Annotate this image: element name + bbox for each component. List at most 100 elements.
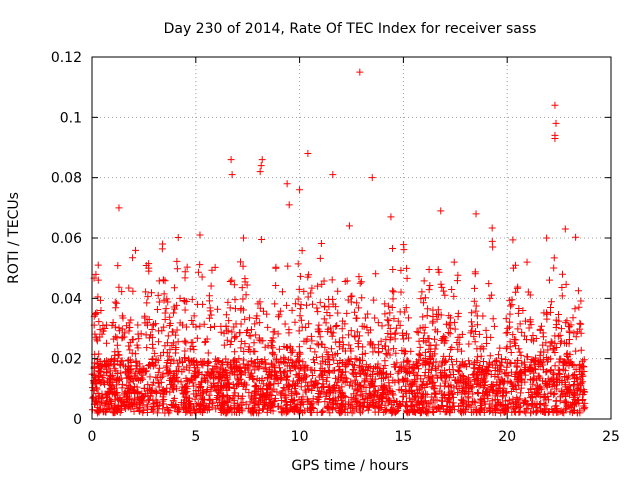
data-point bbox=[188, 295, 196, 303]
data-point bbox=[250, 376, 258, 384]
data-point bbox=[358, 367, 366, 375]
data-point bbox=[575, 303, 583, 311]
data-point bbox=[341, 278, 349, 286]
data-point-peak bbox=[258, 156, 266, 164]
axis-ticks bbox=[91, 56, 612, 420]
data-point bbox=[190, 346, 198, 354]
data-point bbox=[491, 372, 499, 380]
data-point bbox=[291, 381, 299, 389]
data-point bbox=[240, 348, 248, 356]
data-point bbox=[507, 387, 515, 395]
data-point bbox=[252, 331, 260, 339]
data-point bbox=[154, 379, 162, 387]
data-point bbox=[543, 383, 551, 391]
data-point bbox=[283, 301, 291, 309]
data-point bbox=[370, 296, 378, 304]
data-point bbox=[443, 402, 451, 410]
data-point bbox=[536, 326, 544, 334]
data-point bbox=[499, 401, 507, 409]
data-point bbox=[394, 369, 402, 377]
data-point bbox=[323, 308, 331, 316]
data-point bbox=[384, 302, 392, 310]
data-point bbox=[325, 386, 333, 394]
data-point bbox=[280, 384, 288, 392]
data-point bbox=[292, 403, 300, 411]
data-point bbox=[514, 325, 522, 333]
data-point bbox=[294, 260, 302, 268]
data-point bbox=[398, 346, 406, 354]
data-point bbox=[547, 338, 555, 346]
data-point bbox=[291, 318, 299, 326]
data-point bbox=[556, 331, 564, 339]
data-point bbox=[374, 386, 382, 394]
data-point bbox=[332, 323, 340, 331]
data-point bbox=[322, 319, 330, 327]
data-point bbox=[148, 356, 156, 364]
data-point bbox=[375, 349, 383, 357]
data-point bbox=[116, 360, 124, 368]
data-point bbox=[351, 368, 359, 376]
data-point bbox=[547, 366, 555, 374]
data-point bbox=[372, 270, 380, 278]
data-point bbox=[519, 306, 527, 314]
data-point bbox=[98, 361, 106, 369]
data-point bbox=[547, 355, 555, 363]
data-point bbox=[572, 366, 580, 374]
data-point bbox=[458, 330, 466, 338]
data-point bbox=[266, 366, 274, 374]
data-point bbox=[122, 368, 130, 376]
data-point bbox=[137, 369, 145, 377]
data-point bbox=[285, 326, 293, 334]
data-point bbox=[232, 409, 240, 417]
data-point bbox=[169, 397, 177, 405]
data-point bbox=[103, 377, 111, 385]
data-point bbox=[155, 298, 163, 306]
data-point bbox=[484, 363, 492, 371]
data-point bbox=[177, 378, 185, 386]
data-point bbox=[231, 334, 239, 342]
data-point bbox=[539, 333, 547, 341]
data-point bbox=[245, 343, 253, 351]
data-point bbox=[386, 325, 394, 333]
data-point bbox=[271, 300, 279, 308]
data-point bbox=[94, 372, 102, 380]
data-point bbox=[253, 312, 261, 320]
data-point bbox=[133, 388, 141, 396]
data-point bbox=[496, 344, 504, 352]
data-point bbox=[486, 360, 494, 368]
data-point bbox=[418, 380, 426, 388]
data-point bbox=[548, 405, 556, 413]
data-point bbox=[468, 322, 476, 330]
data-point bbox=[179, 389, 187, 397]
data-point bbox=[463, 381, 471, 389]
data-point bbox=[267, 407, 275, 415]
data-point bbox=[144, 381, 152, 389]
data-point bbox=[480, 357, 488, 365]
data-point bbox=[328, 276, 336, 284]
data-point bbox=[143, 344, 151, 352]
data-point bbox=[341, 378, 349, 386]
data-point bbox=[251, 401, 259, 409]
data-point bbox=[267, 399, 275, 407]
data-point bbox=[252, 383, 260, 391]
data-point bbox=[116, 361, 124, 369]
data-point bbox=[245, 331, 253, 339]
data-point bbox=[183, 297, 191, 305]
data-point bbox=[119, 398, 127, 406]
data-point bbox=[577, 329, 585, 337]
data-point bbox=[95, 350, 103, 358]
data-point bbox=[113, 406, 121, 414]
data-point bbox=[167, 360, 175, 368]
data-point bbox=[522, 397, 530, 405]
data-point bbox=[455, 340, 463, 348]
data-point bbox=[132, 350, 140, 358]
data-point bbox=[142, 288, 150, 296]
data-point bbox=[221, 409, 229, 417]
data-point bbox=[199, 402, 207, 410]
data-point bbox=[219, 371, 226, 379]
data-point bbox=[237, 305, 245, 313]
data-point bbox=[426, 281, 434, 289]
data-point bbox=[128, 349, 136, 357]
data-point bbox=[543, 309, 551, 317]
data-point bbox=[520, 398, 528, 406]
